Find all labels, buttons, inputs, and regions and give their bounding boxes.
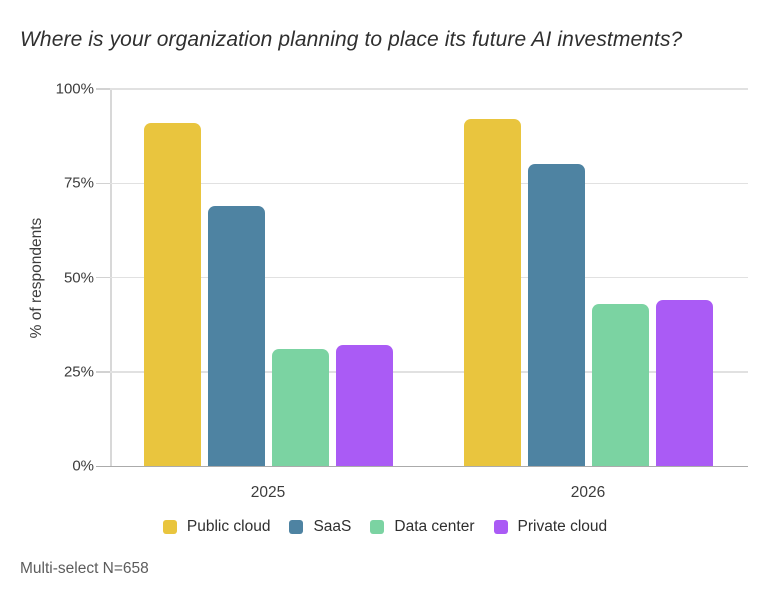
bar-private-cloud-2025 [335,345,393,466]
legend-label-public-cloud: Public cloud [186,518,271,535]
y-tick-label-0: 0% [72,457,94,475]
x-axis-line [96,465,748,467]
legend-item-data-center: Data center [370,518,475,536]
y-tick-label-75: 75% [63,174,94,192]
legend-label-private-cloud: Private cloud [517,518,608,535]
y-tick-mark-75 [96,182,110,184]
x-category-label-2025: 2025 [250,484,286,501]
y-tick-mark-50 [96,276,110,279]
y-axis-title: % of respondents [28,217,45,339]
legend-item-public-cloud: Public cloud [162,518,271,536]
gridline-50 [110,276,748,279]
gridline-75 [110,182,748,184]
bar-saas-2026 [527,164,585,466]
chart-title: Where is your organization planning to p… [20,28,683,51]
gridline-25 [110,371,748,373]
legend-swatch-data-center [370,520,385,534]
legend-swatch-public-cloud [162,520,177,534]
legend-swatch-private-cloud [493,520,508,534]
legend-swatch-saas [289,520,304,534]
y-tick-label-50: 50% [63,269,94,286]
legend-label-data-center: Data center [394,518,475,535]
bar-data-center-2026 [591,303,649,466]
plot-area [96,88,748,467]
y-tick-mark-25 [96,371,110,373]
legend: Public cloud SaaS Data center Private cloud [0,518,770,536]
x-category-label-2026: 2026 [570,484,606,501]
legend-item-private-cloud: Private cloud [493,518,608,536]
bar-private-cloud-2026 [655,300,713,466]
legend-item-saas: SaaS [289,518,351,536]
y-tick-label-25: 25% [63,363,94,381]
footnote: Multi-select N=658 [20,560,149,577]
gridline-100 [110,88,748,90]
bar-saas-2025 [207,205,265,466]
legend-label-saas: SaaS [313,518,352,535]
bar-public-cloud-2025 [143,122,201,466]
y-tick-mark-100 [96,88,110,90]
bar-public-cloud-2026 [463,119,521,466]
y-tick-label-100: 100% [55,80,94,98]
bar-data-center-2025 [271,349,329,466]
